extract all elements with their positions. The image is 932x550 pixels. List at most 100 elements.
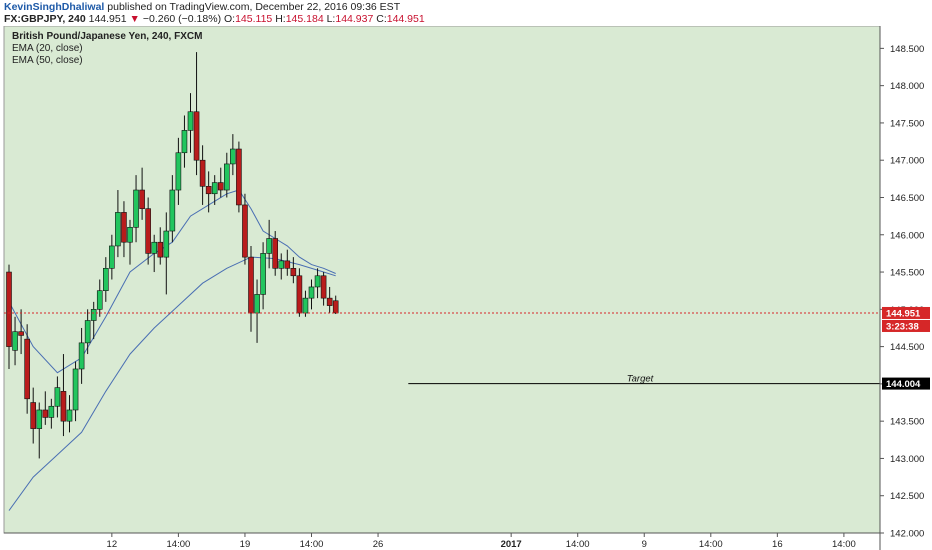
candle[interactable] — [284, 249, 291, 276]
candle[interactable] — [217, 167, 224, 198]
candle[interactable] — [96, 279, 103, 317]
candle[interactable] — [103, 257, 109, 302]
x-tick-label: 14:00 — [699, 539, 723, 550]
candle-body — [24, 338, 30, 400]
candle-body — [211, 182, 218, 195]
candle-body — [332, 300, 339, 314]
y-tick-label: 142.000 — [890, 529, 924, 540]
candle[interactable] — [260, 242, 266, 310]
candle[interactable] — [236, 141, 242, 213]
y-tick-label: 148.000 — [890, 81, 924, 92]
candle[interactable] — [211, 175, 218, 205]
candle[interactable] — [266, 219, 272, 269]
candle[interactable] — [145, 197, 151, 265]
candle-body — [103, 268, 109, 291]
candle[interactable] — [6, 264, 12, 369]
candle[interactable] — [133, 175, 139, 243]
candle[interactable] — [90, 301, 97, 340]
down-arrow-icon: ▼ — [129, 13, 140, 25]
candle[interactable] — [72, 361, 79, 422]
candle[interactable] — [42, 391, 49, 425]
candle[interactable] — [224, 152, 230, 198]
candle-body — [96, 290, 103, 310]
author-link[interactable]: KevinSinghDhaliwal — [4, 1, 105, 13]
legend-ema20[interactable]: EMA (20, close) — [12, 43, 83, 54]
candle[interactable] — [157, 227, 164, 265]
candle[interactable] — [290, 257, 297, 284]
candle[interactable] — [248, 245, 254, 332]
candle[interactable] — [109, 234, 115, 280]
candle[interactable] — [24, 324, 30, 414]
candle[interactable] — [181, 115, 188, 168]
x-tick-label: 2017 — [501, 539, 522, 550]
candle[interactable] — [332, 295, 339, 315]
candle[interactable] — [121, 201, 127, 258]
candle[interactable] — [12, 316, 18, 366]
candle[interactable] — [78, 327, 85, 384]
candle[interactable] — [326, 286, 333, 314]
candle-body — [151, 241, 157, 254]
legend-ema50[interactable]: EMA (50, close) — [12, 55, 83, 66]
candle[interactable] — [205, 171, 212, 213]
candle[interactable] — [308, 279, 315, 310]
candle-body — [48, 405, 55, 418]
candle-body — [12, 331, 18, 351]
candle[interactable] — [320, 272, 327, 306]
candle-body — [302, 297, 309, 314]
candle[interactable] — [193, 52, 200, 176]
candle[interactable] — [84, 309, 91, 355]
candle-body — [248, 256, 254, 314]
candle[interactable] — [163, 212, 170, 295]
candle[interactable] — [66, 395, 73, 433]
candle-body — [90, 309, 97, 321]
candle-body — [60, 391, 67, 422]
x-tick-label: 14:00 — [832, 539, 856, 550]
candle[interactable] — [230, 134, 236, 176]
candle-body — [254, 294, 260, 314]
candle[interactable] — [278, 253, 285, 280]
candle[interactable] — [127, 219, 133, 265]
x-tick-label: 26 — [373, 539, 384, 550]
candle[interactable] — [139, 167, 145, 220]
candle-body — [115, 212, 121, 247]
price-chart[interactable]: Target 142.000 142.500 143.000 143.500 144.0… — [0, 26, 932, 550]
candle[interactable] — [115, 190, 121, 258]
candle[interactable] — [187, 93, 194, 153]
candle[interactable] — [272, 231, 279, 276]
last-price: 144.951 — [88, 13, 127, 25]
symbol-line: FX:GBPJPY, 240 144.951 ▼ −0.260 (−0.18%)… — [4, 13, 425, 25]
candle[interactable] — [54, 376, 61, 418]
candle[interactable] — [175, 137, 182, 205]
candle-body — [296, 275, 303, 314]
candle-body — [127, 227, 133, 243]
y-tick-label: 146.500 — [890, 193, 924, 204]
candle[interactable] — [242, 193, 248, 265]
candle-body — [72, 368, 79, 411]
candle[interactable] — [314, 268, 321, 299]
candle[interactable] — [60, 354, 67, 437]
countdown-badge — [882, 319, 930, 332]
chart-legend: British Pound/Japanese Yen, 240, FXCM EM… — [12, 31, 202, 67]
x-tick-label: 9 — [642, 539, 647, 550]
candle-body — [278, 260, 285, 269]
candle[interactable] — [296, 268, 303, 317]
candle-body — [224, 163, 230, 191]
candle[interactable] — [48, 398, 55, 429]
close-label: C: — [376, 13, 387, 25]
candle[interactable] — [30, 387, 37, 444]
plot-area[interactable] — [3, 26, 881, 534]
candle-body — [157, 241, 164, 258]
candle[interactable] — [151, 234, 157, 273]
candle[interactable] — [36, 402, 43, 459]
candle-body — [78, 342, 85, 370]
candle[interactable] — [18, 309, 24, 355]
symbol-label[interactable]: FX:GBPJPY, 240 — [4, 13, 86, 25]
candle[interactable] — [169, 175, 176, 243]
y-tick-label: 147.000 — [890, 156, 924, 167]
publication-line: KevinSinghDhaliwal published on TradingV… — [4, 1, 400, 13]
y-tick-label: 146.000 — [890, 230, 924, 241]
candle[interactable] — [199, 145, 206, 205]
candle-body — [18, 331, 24, 336]
legend-title[interactable]: British Pound/Japanese Yen, 240, FXCM — [12, 31, 203, 42]
candle-body — [6, 271, 12, 347]
